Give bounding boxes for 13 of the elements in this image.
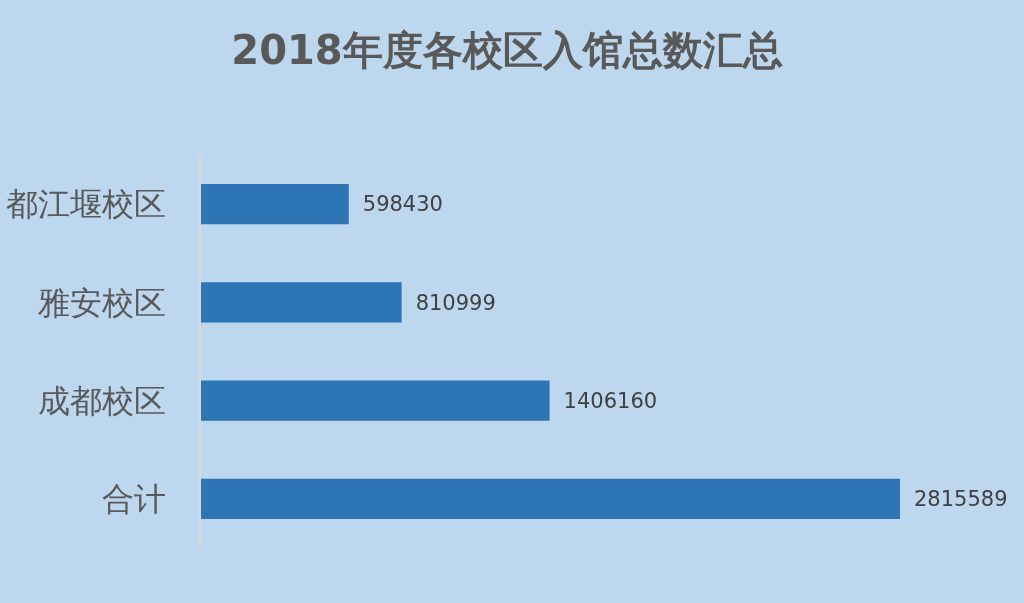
data-label: 2815589	[914, 487, 1008, 512]
chart-title: 2018年度各校区入馆总数汇总	[231, 27, 783, 73]
y-tick-label: 都江堰校区	[6, 185, 166, 224]
bar	[200, 478, 900, 520]
bar	[200, 183, 349, 225]
data-label: 1406160	[563, 388, 658, 413]
y-tick-label: 成都校区	[38, 381, 166, 420]
bar	[200, 282, 402, 323]
bar	[200, 380, 550, 421]
y-tick-label: 合计	[102, 480, 166, 519]
data-label: 598430	[362, 192, 443, 217]
y-tick-label: 雅安校区	[38, 283, 166, 322]
data-label: 810999	[415, 290, 496, 315]
